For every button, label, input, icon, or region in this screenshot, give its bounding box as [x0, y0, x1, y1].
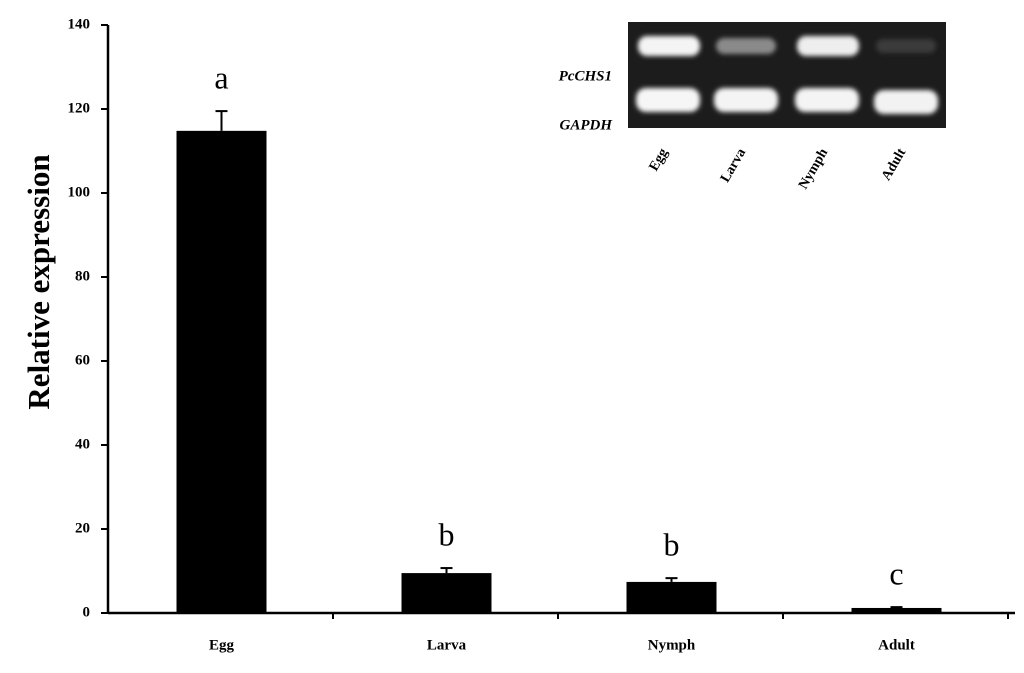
bar	[626, 581, 717, 613]
significance-letter: b	[664, 526, 680, 562]
y-axis-label: Relative expression	[21, 154, 56, 409]
lane-label: Egg	[647, 146, 672, 174]
bar	[401, 573, 492, 613]
lane-label: Larva	[718, 146, 749, 185]
gene-label: GAPDH	[560, 117, 614, 133]
y-tick-label: 0	[83, 604, 91, 620]
bar	[176, 130, 267, 613]
lane-label: Adult	[879, 146, 909, 183]
significance-letter: b	[439, 516, 455, 552]
lane-label: Nymph	[796, 146, 831, 192]
y-tick-label: 40	[75, 436, 90, 452]
x-tick-label: Adult	[878, 637, 915, 653]
y-tick-label: 60	[75, 352, 90, 368]
x-tick-label: Larva	[427, 637, 467, 653]
significance-letter: c	[889, 555, 903, 591]
y-tick-label: 120	[68, 100, 91, 116]
significance-letter: a	[214, 59, 228, 95]
y-tick-label: 100	[68, 184, 91, 200]
y-tick-label: 140	[68, 16, 91, 32]
gel-image	[628, 22, 946, 128]
x-tick-label: Egg	[209, 637, 235, 653]
gene-label: PcCHS1	[559, 68, 612, 84]
y-tick-label: 80	[75, 268, 90, 284]
bar	[851, 607, 942, 613]
x-tick-label: Nymph	[648, 637, 696, 653]
y-tick-label: 20	[75, 520, 90, 536]
